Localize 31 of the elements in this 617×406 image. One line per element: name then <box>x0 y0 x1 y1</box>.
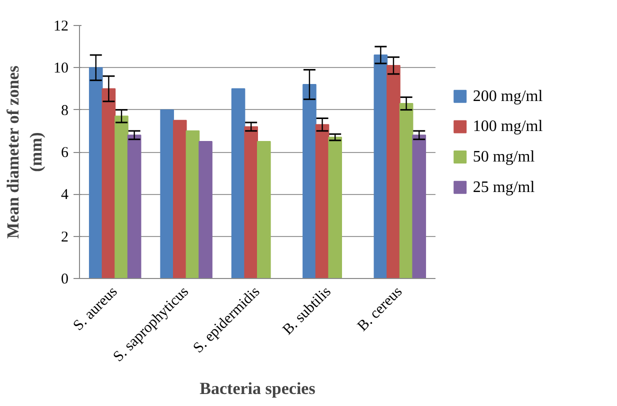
bar <box>231 88 246 278</box>
bar <box>257 140 271 278</box>
y-tick-label: 6 <box>61 145 69 161</box>
y-tick-label: 10 <box>54 60 68 77</box>
bar <box>127 134 142 278</box>
y-axis-title: Mean diameter of zones (mm) <box>4 65 46 239</box>
y-tick-label: 2 <box>61 229 68 246</box>
bar <box>315 124 330 278</box>
bar <box>114 116 128 278</box>
bar <box>88 67 103 278</box>
bar <box>198 140 212 278</box>
bar <box>374 54 388 278</box>
legend-label: 200 mg/ml <box>472 88 544 105</box>
bar <box>172 120 187 278</box>
y-tick-label: 4 <box>61 187 69 204</box>
y-tick-label: 12 <box>54 18 68 34</box>
legend-label: 100 mg/ml <box>472 118 544 136</box>
bar <box>328 136 342 278</box>
bar <box>160 109 174 278</box>
y-tick-label: 8 <box>61 102 68 119</box>
bar <box>386 65 400 278</box>
bar <box>302 84 316 278</box>
bar <box>399 103 414 278</box>
x-axis-title: Bacteria species <box>200 378 316 398</box>
y-tick-label: 0 <box>61 272 68 288</box>
legend-label: 50 mg/ml <box>472 148 536 166</box>
bar <box>244 126 258 278</box>
bar <box>186 130 200 278</box>
legend-label: 25 mg/ml <box>472 178 536 196</box>
bar <box>412 134 426 278</box>
bar <box>102 88 116 278</box>
